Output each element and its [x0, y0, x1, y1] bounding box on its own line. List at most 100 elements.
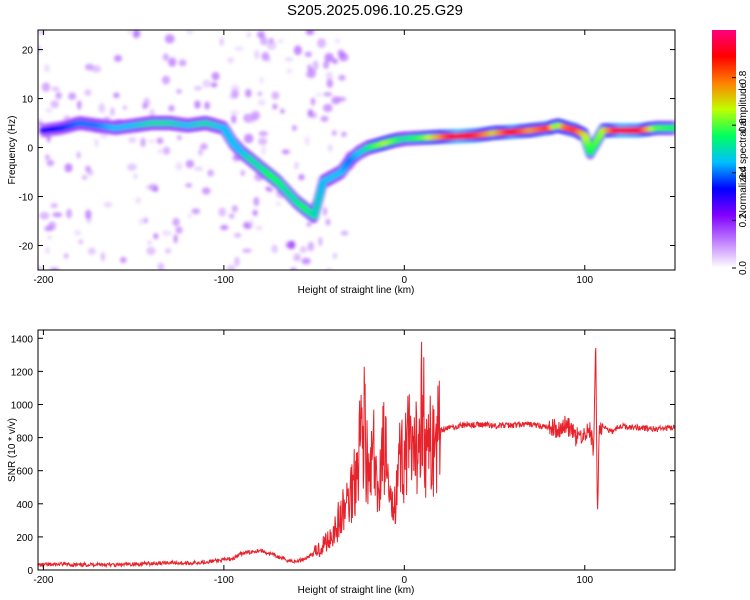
noise-blob [258, 137, 268, 146]
noise-blob [326, 78, 334, 88]
noise-blob [228, 213, 235, 219]
noise-blob [292, 125, 297, 132]
noise-blob [257, 91, 263, 97]
noise-blob [127, 30, 133, 35]
snr-x-axis-label: Height of straight line (km) [298, 585, 415, 596]
noise-blob [246, 113, 257, 124]
noise-blob [44, 154, 50, 161]
noise-blob [210, 82, 218, 88]
colorbar-tick-label: 0.2 [738, 213, 749, 227]
noise-blob [168, 57, 177, 67]
noise-blob [113, 92, 120, 99]
x-tick-label: 100 [576, 575, 593, 586]
noise-blob [162, 146, 171, 155]
figure-title: S205.2025.096.10.25.G29 [287, 2, 463, 19]
y-tick-label: 10 [22, 95, 34, 106]
noise-blob [322, 206, 328, 217]
noise-blob [275, 201, 282, 207]
noise-blob [63, 253, 69, 259]
noise-blob [74, 229, 82, 236]
noise-blob [120, 256, 127, 264]
noise-blob [327, 144, 333, 152]
noise-blob [127, 163, 137, 171]
noise-blob [46, 159, 55, 167]
noise-blob [286, 68, 292, 74]
noise-blob [138, 218, 144, 226]
noise-blob [211, 72, 220, 81]
noise-blob [278, 38, 284, 44]
noise-blob [261, 51, 270, 61]
spectrogram-frame [37, 29, 676, 271]
noise-blob [156, 137, 164, 144]
noise-blob [38, 44, 41, 54]
noise-blob [307, 109, 314, 118]
spectrogram-y-ticks: -20 -10 0 10 20 [19, 46, 675, 253]
noise-blob [261, 145, 266, 156]
noise-blob [288, 240, 296, 250]
noise-blob [284, 57, 294, 62]
noise-blob [331, 130, 337, 136]
noise-blob [45, 108, 53, 113]
noise-blob [320, 115, 329, 122]
snr-series-line [38, 341, 675, 569]
noise-blob [272, 103, 278, 110]
noise-blob [323, 92, 333, 97]
noise-blob [249, 217, 254, 226]
noise-blob [271, 91, 280, 100]
noise-blob [306, 221, 312, 227]
noise-blob [318, 236, 323, 247]
noise-blob [255, 225, 263, 231]
spectrogram-y-axis-label: Frequency (Hz) [7, 116, 18, 185]
noise-blob [100, 251, 106, 262]
noise-blob [55, 91, 62, 100]
snr-panel: -200 -100 0 100 0 200 400 600 800 1000 1200 1400 H… [7, 329, 676, 596]
noise-blob [76, 151, 81, 159]
noise-blob [143, 97, 150, 108]
noise-blob [323, 60, 330, 69]
noise-blob [84, 89, 92, 97]
noise-blob [186, 30, 194, 35]
noise-blob [301, 257, 311, 265]
noise-blob [64, 163, 73, 173]
noise-blob [66, 208, 72, 219]
noise-blob [187, 213, 193, 218]
noise-blob [38, 265, 42, 270]
noise-blob [231, 114, 237, 124]
y-tick-label: 1200 [11, 367, 34, 378]
x-tick-label: -200 [33, 275, 53, 286]
noise-blob [146, 246, 156, 256]
noise-blob [143, 217, 148, 224]
noise-blob [45, 246, 50, 255]
noise-blob [240, 170, 245, 176]
noise-blob [41, 82, 51, 92]
noise-blob [280, 108, 285, 114]
noise-blob [331, 96, 341, 105]
noise-blob [39, 211, 50, 220]
noise-blob [242, 248, 252, 253]
noise-blob [259, 36, 268, 46]
noise-blob [207, 169, 214, 177]
noise-blob [290, 267, 297, 270]
y-tick-label: 0 [27, 144, 33, 155]
noise-blob [153, 233, 159, 240]
noise-blob [310, 97, 316, 106]
noise-blob [110, 107, 115, 117]
noise-blob [98, 103, 106, 114]
noise-blob [233, 232, 242, 238]
noise-blob [304, 136, 311, 146]
noise-blob [146, 240, 153, 245]
colorbar-tick-label: 0.8 [738, 70, 749, 84]
noise-blob [246, 32, 251, 38]
noise-blob [307, 64, 312, 72]
noise-blob [257, 99, 266, 106]
noise-blob [201, 187, 211, 195]
noise-blob [135, 197, 142, 204]
noise-blob [234, 256, 240, 267]
noise-blob [298, 174, 305, 181]
noise-blob [87, 247, 96, 255]
noise-blob [266, 40, 277, 51]
noise-blob [341, 131, 347, 138]
y-tick-label: 1400 [11, 334, 34, 345]
